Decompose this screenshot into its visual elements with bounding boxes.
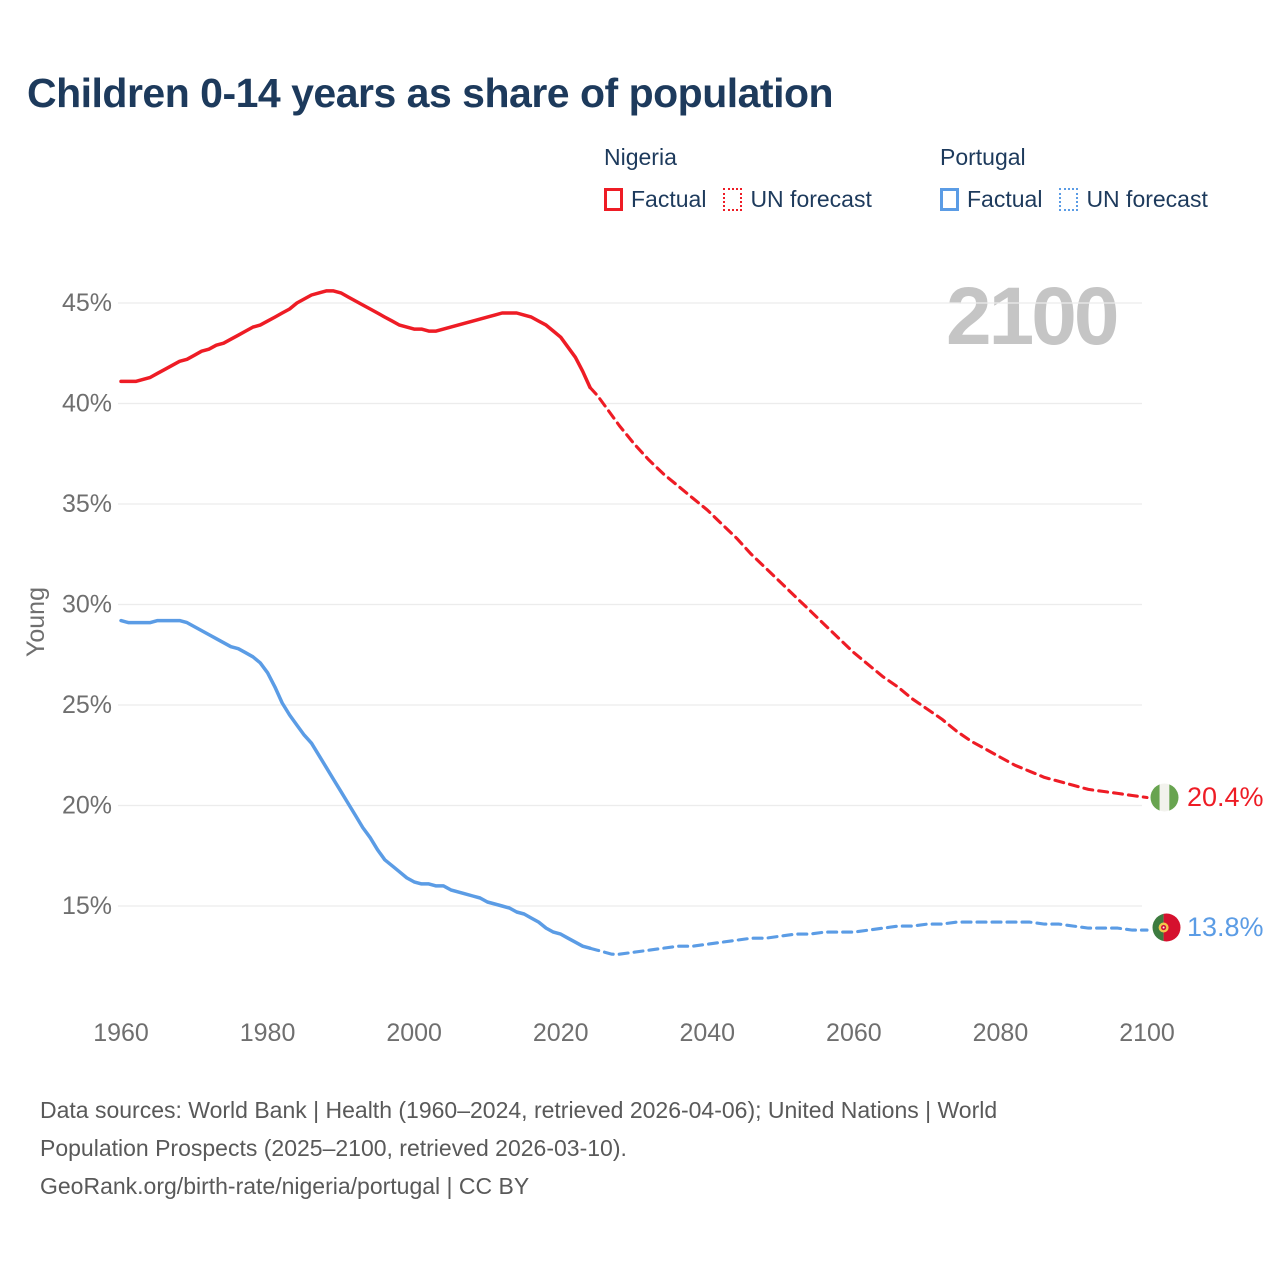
legend-group-title-nigeria: Nigeria [604,144,677,170]
nigeria-end-value: 20.4% [1187,782,1264,812]
portugal-forecast-swatch-icon[interactable] [1059,188,1079,211]
footer-line-1: Data sources: World Bank | Health (1960–… [40,1097,998,1123]
portugal-forecast-label[interactable]: UN forecast [1086,186,1208,212]
series-portugal-forecast[interactable] [588,920,1149,956]
legend-row-nigeria: Factual UN forecast [604,186,889,213]
y-tick-label: 15% [62,892,112,920]
y-tick-label: 20% [62,792,112,820]
x-tick-label: 2060 [826,1019,882,1047]
nigeria-forecast-swatch-icon[interactable] [723,188,743,211]
x-tick-label: 2020 [533,1019,589,1047]
footer-line-3[interactable]: GeoRank.org/birth-rate/nigeria/portugal … [40,1173,530,1199]
series-nigeria-forecast[interactable] [588,385,1149,800]
x-tick-label: 2000 [386,1019,442,1047]
y-tick-label: 35% [62,490,112,518]
portugal-factual-swatch-icon[interactable] [940,188,959,211]
x-tick-label: 2080 [973,1019,1029,1047]
legend-row-portugal: Factual UN forecast [940,186,1225,213]
footer-sources: Data sources: World Bank | Health (1960–… [40,1091,997,1205]
x-tick-label: 1980 [240,1019,296,1047]
portugal-flag-icon [1152,913,1181,942]
portugal-end-value: 13.8% [1187,912,1264,942]
legend-group-nigeria: Nigeria Factual UN forecast [604,144,889,213]
y-axis-title: Young [22,587,50,657]
series-nigeria-factual[interactable] [119,289,592,390]
x-tick-label: 2040 [679,1019,735,1047]
legend-group-portugal: Portugal Factual UN forecast [940,144,1225,213]
nigeria-factual-label[interactable]: Factual [631,186,707,212]
x-tick-label: 1960 [93,1019,149,1047]
y-tick-label: 40% [62,390,112,418]
series-portugal-factual[interactable] [119,618,592,950]
nigeria-factual-swatch-icon[interactable] [604,188,623,211]
nigeria-forecast-label[interactable]: UN forecast [750,186,872,212]
portugal-factual-label[interactable]: Factual [967,186,1043,212]
page-title: Children 0-14 years as share of populati… [27,70,834,116]
y-tick-label: 25% [62,691,112,719]
footer-line-2: Population Prospects (2025–2100, retriev… [40,1135,627,1161]
y-tick-label: 30% [62,591,112,619]
y-tick-label: 45% [62,289,112,317]
nigeria-flag-icon [1150,783,1179,812]
year-watermark: 2100 [946,271,1119,362]
x-tick-label: 2100 [1119,1019,1175,1047]
legend-group-title-portugal: Portugal [940,144,1026,170]
